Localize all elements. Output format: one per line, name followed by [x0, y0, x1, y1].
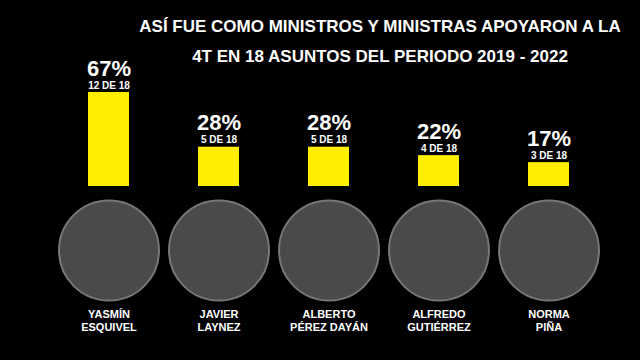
html-text:ASÍ FUE COMO MINISTROS Y MINIS: ASÍ FUE COMO MINISTROS Y MINISTRAS APOYA… — [139, 17, 621, 66]
svg-text:5 DE 18: 5 DE 18 — [311, 134, 348, 145]
svg-text:NORMAPIÑA: NORMAPIÑA — [528, 308, 570, 333]
svg-text:67%: 67% — [87, 56, 131, 81]
svg-text:28%: 28% — [307, 110, 351, 135]
svg-text:ALBERTOPÉREZ DAYÁN: ALBERTOPÉREZ DAYÁN — [290, 308, 368, 333]
svg-text:17%: 17% — [527, 126, 571, 151]
svg-text:28%: 28% — [197, 110, 241, 135]
svg-text:JAVIERLAYNEZ: JAVIERLAYNEZ — [198, 308, 241, 333]
svg-text:5 DE 18: 5 DE 18 — [201, 134, 238, 145]
svg-text:3 DE 18: 3 DE 18 — [531, 150, 568, 161]
svg-text:YASMÍNESQUIVEL: YASMÍNESQUIVEL — [81, 308, 137, 333]
svg-text:ALFREDOGUTIÉRREZ: ALFREDOGUTIÉRREZ — [407, 308, 471, 333]
svg-text:4 DE 18: 4 DE 18 — [421, 143, 458, 154]
svg-text:22%: 22% — [417, 119, 461, 144]
svg-text:12 DE 18: 12 DE 18 — [88, 80, 130, 91]
